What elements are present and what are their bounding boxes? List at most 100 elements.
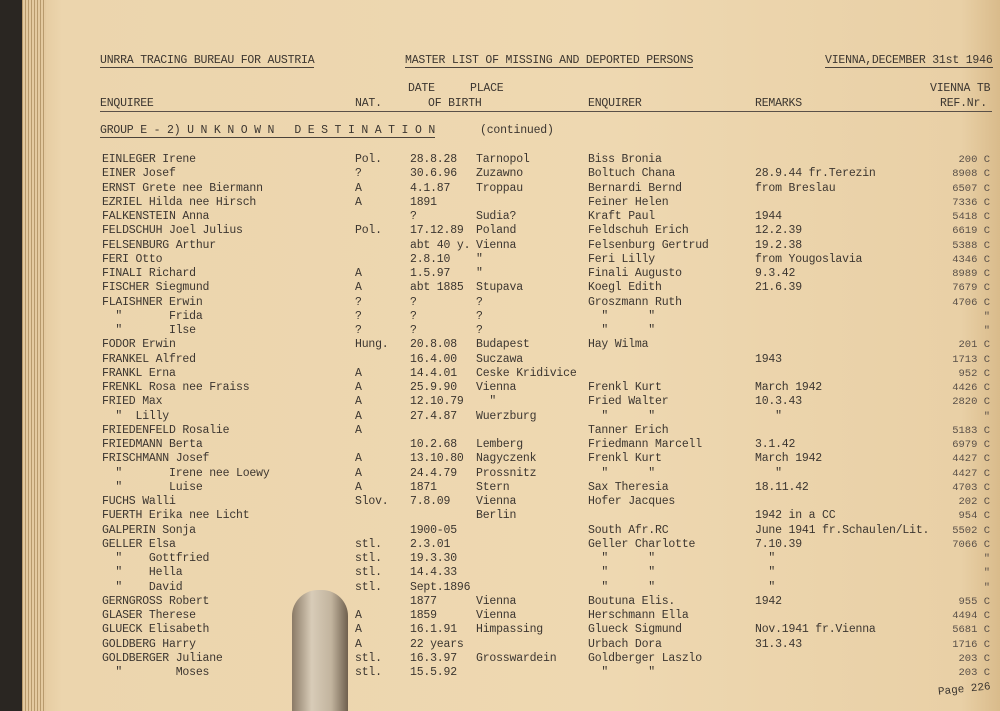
cell-enquirer: Bernardi Bernd xyxy=(588,181,682,195)
cell-nationality: A xyxy=(355,395,362,409)
cell-birth-date: 7.8.09 xyxy=(410,495,451,508)
cell-ref-nr: 8908 C xyxy=(952,168,990,181)
cell-birth-place: Stern xyxy=(476,480,510,494)
cell-remarks: 31.3.43 xyxy=(755,637,802,651)
cell-remarks: 12.2.39 xyxy=(755,224,802,238)
cell-ref-nr: " xyxy=(983,310,990,323)
cell-ref-nr: 7336 C xyxy=(952,196,990,209)
cell-remarks: 9.3.42 xyxy=(755,267,796,280)
cell-ref-nr: 4427 C xyxy=(952,453,990,466)
cell-nationality: Hung. xyxy=(355,338,389,352)
cell-birth-place: Lemberg xyxy=(476,438,523,451)
cell-birth-date: 20.8.08 xyxy=(410,338,457,352)
cell-ref-nr: 5418 C xyxy=(952,211,990,223)
cell-nationality: A xyxy=(355,366,362,380)
cell-nationality: A xyxy=(355,609,362,622)
cell-birth-date: abt 40 y. xyxy=(410,238,471,252)
cell-birth-date: ? xyxy=(410,324,417,337)
cell-remarks: 1943 xyxy=(755,352,782,366)
cell-ref-nr: 952 C xyxy=(958,367,990,380)
document-page xyxy=(22,0,1000,711)
cell-birth-date: 1900-05 xyxy=(410,523,457,537)
cell-enquirer: Feri Lilly xyxy=(588,252,656,266)
cell-birth-date: 17.12.89 xyxy=(410,224,464,238)
cell-ref-nr: 4703 C xyxy=(952,481,990,494)
cell-enquirer: Tanner Erich xyxy=(588,423,669,437)
cell-birth-date: 2.8.10 xyxy=(410,252,451,266)
cell-enquirer: " " xyxy=(588,566,656,580)
cell-enquirer: Hofer Jacques xyxy=(588,495,676,508)
cell-birth-date: ? xyxy=(410,210,417,223)
cell-enquirer: Feldschuh Erich xyxy=(588,224,689,238)
cell-enquiree: GOLDBERGER Juliane xyxy=(102,651,223,665)
cell-ref-nr: 2820 C xyxy=(952,396,990,409)
cell-enquirer: " " xyxy=(588,580,656,594)
cell-nationality: A xyxy=(355,281,362,295)
col-of-birth: OF BIRTH xyxy=(428,97,482,110)
cell-remarks: " xyxy=(755,566,776,580)
cell-birth-place: Vienna xyxy=(476,381,517,394)
cell-enquiree: FLAISHNER Erwin xyxy=(102,295,203,309)
cell-enquiree: FERI Otto xyxy=(102,252,163,266)
cell-ref-nr: 5388 C xyxy=(952,239,990,252)
cell-enquirer: Glueck Sigmund xyxy=(588,623,682,637)
cell-birth-date: 19.3.30 xyxy=(410,552,457,565)
cell-birth-date: 1.5.97 xyxy=(410,267,451,280)
cell-birth-date: 4.1.87 xyxy=(410,181,451,195)
cell-birth-place: Sudia? xyxy=(476,210,517,223)
cell-enquiree: GLUECK Elisabeth xyxy=(102,623,210,637)
cell-enquirer: Fried Walter xyxy=(588,395,669,409)
cell-enquiree: FISCHER Siegmund xyxy=(102,281,210,295)
cell-birth-place: Suczawa xyxy=(476,352,523,366)
cell-nationality: Pol. xyxy=(355,153,382,166)
cell-ref-nr: 1713 C xyxy=(952,353,990,366)
cell-remarks: " xyxy=(755,580,776,594)
cell-birth-date: 1871 xyxy=(410,480,437,494)
cell-remarks: Nov.1941 fr.Vienna xyxy=(755,623,876,637)
cell-nationality: A xyxy=(355,452,362,466)
cell-nationality: A xyxy=(355,409,362,423)
cell-enquiree: FRANKEL Alfred xyxy=(102,352,196,366)
cell-enquirer: Biss Bronia xyxy=(588,153,662,166)
col-vienna: VIENNA TB xyxy=(930,82,991,95)
org-header: UNRRA TRACING BUREAU FOR AUSTRIA xyxy=(100,54,315,68)
cell-enquiree: FRANKL Erna xyxy=(102,366,176,380)
cell-enquirer: Felsenburg Gertrud xyxy=(588,238,709,252)
cell-nationality: A xyxy=(355,466,362,480)
cell-enquiree: FELSENBURG Arthur xyxy=(102,238,216,252)
col-enquirer: ENQUIRER xyxy=(588,97,642,110)
cell-enquiree: GERNGROSS Robert xyxy=(102,594,210,608)
cell-birth-date: 15.5.92 xyxy=(410,666,457,679)
place-date: VIENNA,DECEMBER 31st 1946 xyxy=(825,54,993,68)
cell-birth-date: 16.3.97 xyxy=(410,651,457,665)
cell-birth-place: Ceske Kridivice xyxy=(476,366,577,380)
cell-ref-nr: 4427 C xyxy=(952,467,990,480)
cell-nationality: stl. xyxy=(355,566,382,580)
bookmark-strip xyxy=(292,590,348,711)
cell-ref-nr: 202 C xyxy=(958,496,990,508)
cell-nationality: stl. xyxy=(355,651,382,665)
col-place: PLACE xyxy=(470,82,504,95)
cell-enquirer: Finali Augusto xyxy=(588,267,682,280)
cell-birth-date: 13.10.80 xyxy=(410,452,464,466)
cell-birth-date: 1877 xyxy=(410,594,437,608)
cell-birth-date: 22 years xyxy=(410,637,464,651)
cell-enquirer: Herschmann Ella xyxy=(588,609,689,622)
cell-birth-place: Vienna xyxy=(476,495,517,508)
cell-enquirer: " " xyxy=(588,309,656,323)
cell-birth-date: 10.2.68 xyxy=(410,438,457,451)
cell-enquirer: " " xyxy=(588,666,656,679)
cell-enquirer: Goldberger Laszlo xyxy=(588,651,702,665)
cell-birth-date: 30.6.96 xyxy=(410,167,457,181)
cell-remarks: March 1942 xyxy=(755,452,823,466)
cell-remarks: 19.2.38 xyxy=(755,238,802,252)
cell-birth-place: " xyxy=(476,252,483,266)
cell-enquiree: FELDSCHUH Joel Julius xyxy=(102,224,243,238)
cell-enquirer: South Afr.RC xyxy=(588,523,669,537)
cell-birth-date: 16.1.91 xyxy=(410,623,457,637)
cell-birth-place: Vienna xyxy=(476,609,517,622)
cell-birth-place: Vienna xyxy=(476,594,517,608)
cell-remarks: 10.3.43 xyxy=(755,395,802,409)
cell-nationality: ? xyxy=(355,295,362,309)
cell-nationality: A xyxy=(355,423,362,437)
